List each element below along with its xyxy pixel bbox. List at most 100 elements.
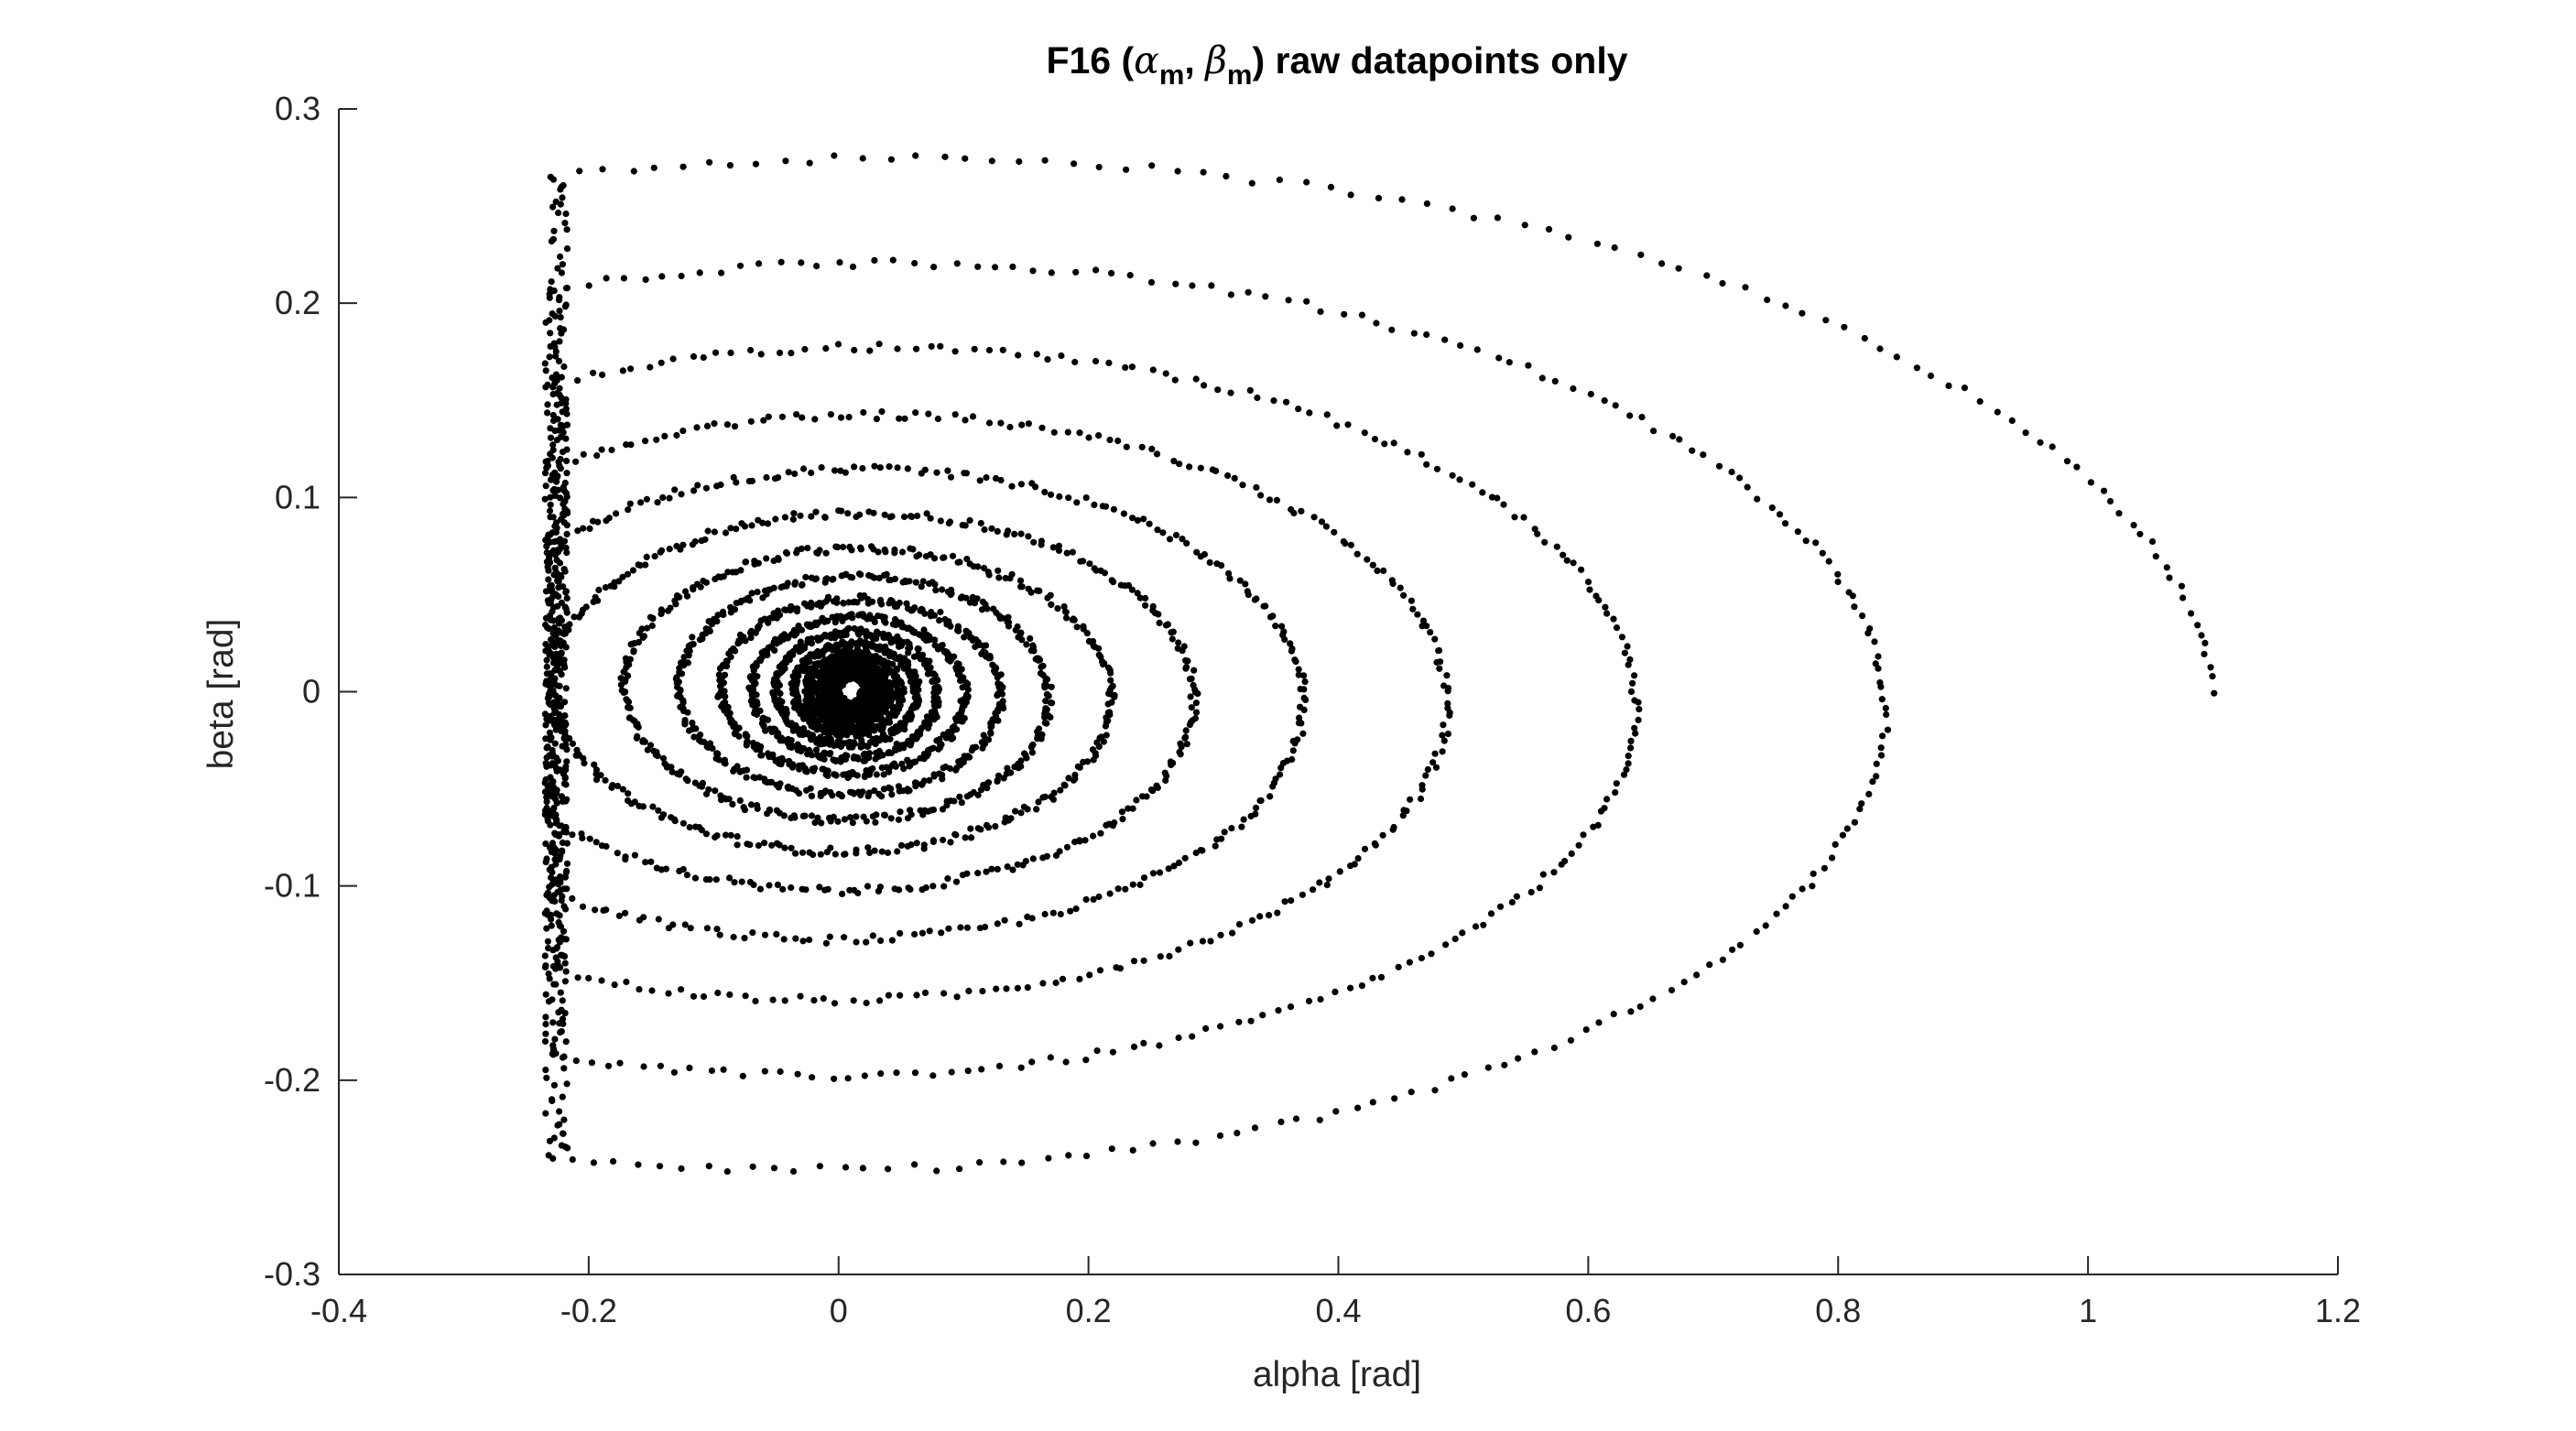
data-point xyxy=(560,1116,568,1123)
data-point xyxy=(863,999,870,1007)
data-point xyxy=(755,516,762,524)
data-point xyxy=(1375,194,1383,201)
data-point xyxy=(821,787,830,795)
data-point xyxy=(831,851,839,858)
data-point xyxy=(1017,1064,1025,1071)
data-point xyxy=(1033,806,1040,813)
data-point xyxy=(928,342,935,350)
title-beta-subscript: m xyxy=(1227,59,1253,91)
data-point xyxy=(1829,854,1836,862)
data-point xyxy=(894,345,901,352)
data-point xyxy=(1140,957,1147,964)
data-point xyxy=(1379,831,1386,839)
data-point xyxy=(914,645,921,653)
data-point xyxy=(558,515,565,523)
data-point xyxy=(704,527,712,535)
data-point xyxy=(545,567,552,574)
data-point xyxy=(738,520,745,527)
data-point xyxy=(1221,829,1228,836)
data-point xyxy=(1169,759,1177,767)
data-point xyxy=(562,210,570,218)
data-point xyxy=(1578,566,1585,573)
data-point xyxy=(1623,766,1630,774)
data-point xyxy=(1305,997,1313,1004)
data-point xyxy=(643,495,651,503)
data-point xyxy=(622,856,629,863)
data-point xyxy=(635,723,642,731)
data-point xyxy=(978,1066,985,1073)
data-point xyxy=(1186,463,1193,471)
data-point xyxy=(2022,429,2029,437)
data-point xyxy=(574,527,582,535)
data-point xyxy=(716,931,723,938)
data-point xyxy=(543,763,550,770)
data-point xyxy=(731,720,738,728)
data-point xyxy=(1147,278,1156,286)
data-point xyxy=(552,786,560,794)
data-point xyxy=(951,722,958,731)
data-point xyxy=(920,841,928,849)
data-point xyxy=(853,846,860,853)
data-point xyxy=(712,787,719,795)
data-point xyxy=(576,613,583,621)
data-point xyxy=(599,166,606,173)
data-point xyxy=(722,529,730,537)
data-point xyxy=(1109,682,1116,689)
data-point xyxy=(1676,436,1683,443)
data-point xyxy=(960,758,967,766)
data-point xyxy=(698,783,706,790)
data-point xyxy=(780,812,788,819)
data-point xyxy=(743,732,750,740)
data-point xyxy=(1331,988,1339,995)
data-point xyxy=(547,493,554,501)
data-point xyxy=(863,818,870,825)
data-point xyxy=(1071,358,1079,366)
data-point xyxy=(900,765,908,773)
data-point xyxy=(1236,577,1244,584)
data-point xyxy=(846,613,853,620)
data-point xyxy=(956,793,963,800)
data-point xyxy=(1266,793,1274,800)
data-point xyxy=(979,642,987,649)
data-point xyxy=(1603,610,1611,617)
data-point xyxy=(1014,984,1021,992)
data-point xyxy=(1192,709,1201,716)
data-point xyxy=(656,1163,664,1170)
data-point xyxy=(541,495,549,503)
data-point xyxy=(889,621,897,628)
data-point xyxy=(963,924,971,931)
title-separator: , xyxy=(1184,39,1205,81)
data-point xyxy=(1098,733,1105,741)
data-point xyxy=(858,594,865,602)
data-point xyxy=(541,360,549,367)
data-point xyxy=(929,1072,937,1079)
data-point xyxy=(597,772,604,779)
data-point xyxy=(591,761,598,768)
data-point xyxy=(1299,730,1307,737)
data-point xyxy=(748,522,755,529)
data-point xyxy=(1262,293,1269,300)
data-point xyxy=(1042,698,1049,705)
data-point xyxy=(886,600,893,607)
data-point xyxy=(738,878,745,885)
data-point xyxy=(1361,429,1368,437)
data-point xyxy=(1456,476,1463,483)
data-point xyxy=(1080,623,1087,630)
data-point xyxy=(913,840,920,847)
data-point xyxy=(676,668,683,676)
data-point xyxy=(865,571,873,580)
data-point xyxy=(962,155,969,162)
data-point xyxy=(885,992,893,999)
data-point xyxy=(1873,773,1880,780)
data-point xyxy=(846,886,853,894)
data-point xyxy=(1208,282,1215,289)
data-point xyxy=(563,746,571,753)
data-point xyxy=(1301,678,1309,686)
data-point xyxy=(1361,845,1369,852)
data-point xyxy=(625,790,632,797)
data-point xyxy=(603,275,610,282)
data-point xyxy=(1172,280,1179,287)
data-point xyxy=(893,1069,900,1077)
data-point xyxy=(549,487,557,494)
